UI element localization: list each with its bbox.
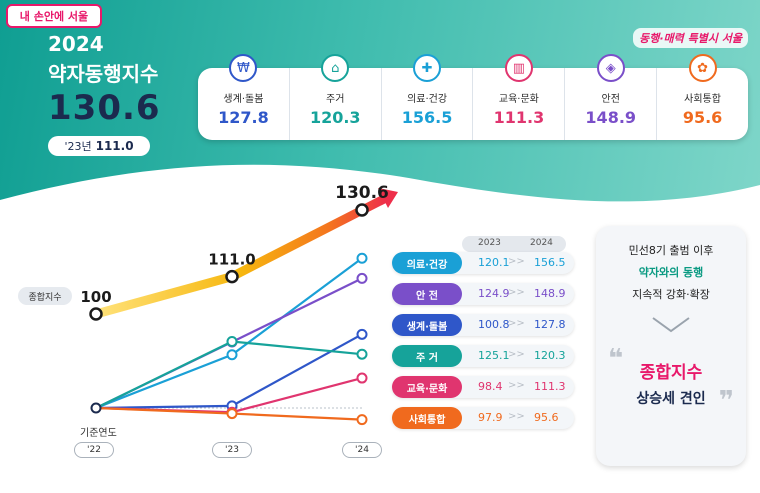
table-value-2024: 95.6 — [534, 411, 559, 424]
total-index-point — [355, 203, 369, 217]
category-card: ✿ 사회통합 95.6 — [657, 54, 748, 140]
slogan: 동행·매력 특별시 서울 — [633, 28, 748, 48]
arrow-icon: >> — [508, 411, 525, 422]
header-year: 2024 — [48, 32, 104, 56]
table-value-2023: 100.8 — [478, 318, 510, 331]
category-value: 120.3 — [309, 108, 361, 127]
series-point — [356, 372, 368, 384]
total-index-label: 100 — [80, 288, 111, 306]
series-point — [226, 408, 238, 420]
category-label: 교육·문화 — [498, 94, 539, 105]
arrow-icon: >> — [508, 318, 525, 329]
summary-line-1: 민선8기 출범 이후 — [628, 244, 714, 257]
category-value: 127.8 — [218, 108, 269, 127]
header-title: 약자동행지수 — [48, 62, 159, 86]
series-point — [356, 348, 368, 360]
category-value: 148.9 — [585, 108, 637, 127]
table-row: 생계·돌봄 100.8 >> 127.8 — [392, 314, 574, 336]
table-row-label: 교육·문화 — [392, 376, 462, 398]
category-label: 의료·건강 — [407, 94, 448, 105]
table-row-label: 사회통합 — [392, 407, 462, 429]
series-point — [226, 335, 238, 347]
x-tick-label: '22 — [74, 442, 114, 458]
table-value-2024: 127.8 — [534, 318, 566, 331]
arrow-icon: >> — [508, 380, 525, 391]
arrow-icon: >> — [508, 287, 525, 298]
category-card: ₩ 생계·돌봄 127.8 — [198, 54, 290, 140]
category-panel: ₩ 생계·돌봄 127.8 ⌂ 주거 120.3 ✚ 의료·건강 156.5 ▥… — [198, 54, 748, 140]
app-logo: 내 손안에 서울 — [6, 4, 102, 28]
prev-year-label: '23년 — [64, 140, 92, 153]
series-point — [356, 272, 368, 284]
table-value-2024: 111.3 — [534, 380, 566, 393]
shield-icon: ◈ — [596, 54, 625, 82]
category-card: ▥ 교육·문화 111.3 — [473, 54, 566, 140]
quote-open-icon: ❝ — [608, 344, 624, 374]
summary-line-3: 지속적 강화·확장 — [632, 288, 710, 301]
book-icon: ▥ — [504, 54, 533, 82]
chevron-down-icon — [652, 317, 690, 333]
health-hand-icon: ✚ — [413, 54, 442, 82]
total-index-point — [89, 307, 103, 321]
table-value-2024: 156.5 — [534, 256, 566, 269]
table-row-label: 안 전 — [392, 283, 462, 305]
category-value: 156.5 — [401, 108, 453, 127]
people-icon: ✿ — [688, 54, 717, 82]
category-card: ✚ 의료·건강 156.5 — [382, 54, 474, 140]
summary-card: 민선8기 출범 이후 약자와의 동행 지속적 강화·확장 ❝ 종합지수 상승세 … — [596, 226, 746, 466]
arrow-icon: >> — [508, 256, 525, 267]
total-index-arrowhead — [378, 187, 398, 208]
summary-highlight: 종합지수 — [639, 363, 703, 383]
prev-year-value: 111.0 — [95, 139, 134, 153]
category-value: 95.6 — [682, 108, 723, 127]
series-point — [226, 349, 238, 361]
table-year-2023: 2023 — [478, 238, 501, 248]
total-index-label: 111.0 — [208, 251, 255, 269]
table-value-2023: 124.9 — [478, 287, 510, 300]
series-point — [356, 252, 368, 264]
base-point — [90, 402, 102, 414]
table-year-2024: 2024 — [530, 238, 553, 248]
table-row: 안 전 124.9 >> 148.9 — [392, 283, 574, 305]
series-point — [356, 414, 368, 426]
summary-line-2: 약자와의 동행 — [638, 266, 704, 279]
summary-line-5: 상승세 견인 — [636, 391, 706, 407]
total-index-point — [225, 269, 239, 284]
quote-close-icon: ❞ — [718, 386, 734, 416]
table-row: 의료·건강 120.1 >> 156.5 — [392, 252, 574, 274]
total-index-label: 130.6 — [335, 183, 389, 203]
category-label: 안전 — [601, 94, 620, 105]
table-value-2023: 98.4 — [478, 380, 503, 393]
x-axis-label: 기준연도 — [80, 428, 117, 439]
table-row-label: 생계·돌봄 — [392, 314, 462, 336]
category-value: 111.3 — [493, 108, 545, 127]
category-label: 주거 — [326, 94, 345, 105]
index-value: 130.6 — [48, 88, 161, 128]
wallet-hand-icon: ₩ — [229, 54, 258, 82]
table-value-2023: 97.9 — [478, 411, 503, 424]
category-card: ◈ 안전 148.9 — [565, 54, 658, 140]
x-tick-label: '24 — [342, 442, 382, 458]
category-label: 생계·돌봄 — [223, 94, 264, 105]
table-value-2024: 148.9 — [534, 287, 566, 300]
table-value-2023: 120.1 — [478, 256, 510, 269]
house-icon: ⌂ — [321, 54, 350, 82]
table-value-2023: 125.1 — [478, 349, 510, 362]
arrow-icon: >> — [508, 349, 525, 360]
prev-year-pill: '23년 111.0 — [48, 136, 150, 156]
table-row: 사회통합 97.9 >> 95.6 — [392, 407, 574, 429]
table-row: 주 거 125.1 >> 120.3 — [392, 345, 574, 367]
series-point — [356, 328, 368, 340]
table-row: 교육·문화 98.4 >> 111.3 — [392, 376, 574, 398]
series-label: 종합지수 — [18, 287, 72, 305]
category-card: ⌂ 주거 120.3 — [290, 54, 382, 140]
x-tick-label: '23 — [212, 442, 252, 458]
category-label: 사회통합 — [684, 94, 721, 105]
table-year-header: 2023 2024 — [462, 236, 566, 252]
table-row-label: 주 거 — [392, 345, 462, 367]
table-row-label: 의료·건강 — [392, 252, 462, 274]
table-value-2024: 120.3 — [534, 349, 566, 362]
